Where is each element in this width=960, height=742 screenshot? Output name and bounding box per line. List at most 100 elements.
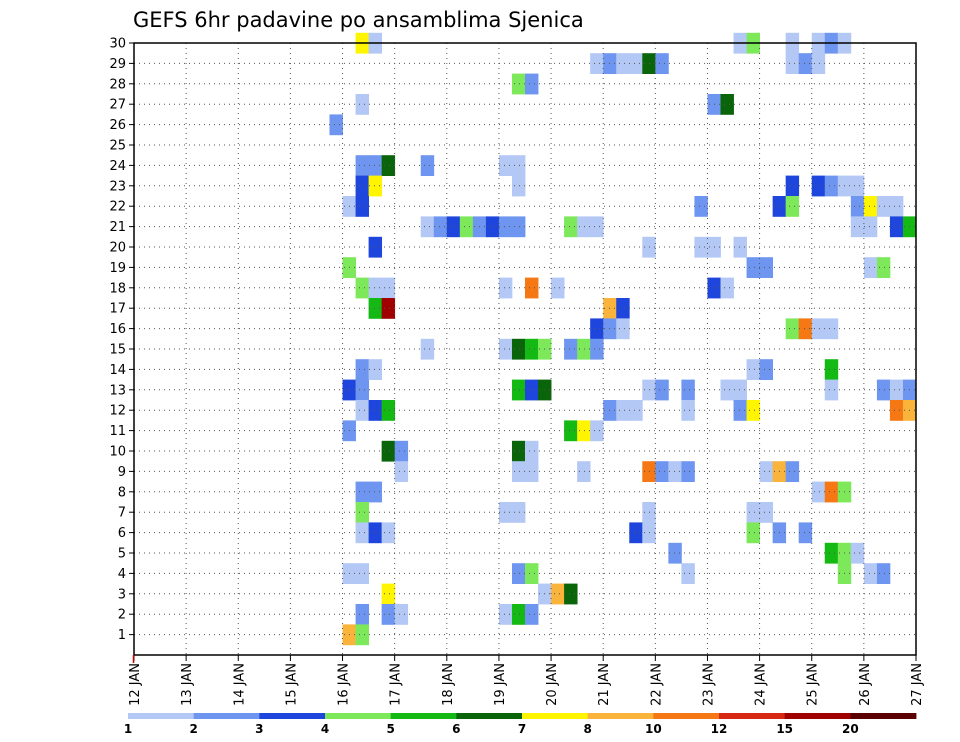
colorbar-swatch — [653, 713, 720, 719]
precip-cell — [759, 257, 774, 278]
precip-cell — [577, 216, 591, 238]
precip-cell — [525, 338, 539, 360]
precip-cell — [629, 522, 643, 544]
precip-cell — [616, 298, 630, 319]
precip-cell — [446, 216, 461, 238]
precip-cell — [889, 379, 904, 401]
y-axis: 1234567891011121314151617181920212223242… — [109, 37, 134, 643]
precip-cell — [564, 583, 578, 605]
precip-cell — [355, 359, 369, 380]
precip-cell — [368, 175, 383, 197]
colorbar-swatch — [719, 713, 786, 719]
precip-cell — [498, 502, 513, 523]
precip-cell — [525, 461, 539, 482]
x-tick-label: 20 JAN — [545, 663, 560, 706]
x-tick-label: 22 JAN — [649, 663, 664, 706]
colorbar-swatch — [193, 713, 260, 719]
precip-cell — [876, 563, 891, 584]
precip-cell — [824, 359, 839, 380]
precip-cell — [381, 298, 396, 319]
colorbar-swatch — [850, 713, 917, 719]
y-tick-label: 26 — [109, 118, 126, 133]
precip-cell — [381, 522, 396, 544]
precip-cell — [850, 196, 865, 217]
x-tick-label: 14 JAN — [232, 663, 247, 706]
precip-cell — [577, 338, 591, 360]
precip-cell — [355, 522, 369, 544]
y-tick-label: 9 — [118, 465, 126, 480]
precip-cell — [811, 53, 826, 74]
precip-cell — [863, 257, 878, 278]
precip-cell — [681, 400, 695, 421]
colorbar-swatch — [456, 713, 523, 719]
precip-cell — [511, 461, 526, 482]
precip-cell — [381, 604, 396, 625]
precip-cell — [759, 461, 774, 482]
precip-cell — [824, 542, 839, 564]
precip-cell — [863, 196, 878, 217]
precip-cell — [381, 277, 396, 299]
y-tick-label: 13 — [109, 383, 126, 398]
precip-cell — [355, 94, 369, 115]
precip-cell — [551, 277, 565, 299]
precip-cell — [368, 298, 383, 319]
precip-cell — [720, 379, 734, 401]
precip-cell — [525, 604, 539, 625]
precip-cell — [381, 400, 396, 421]
precip-cell — [876, 196, 891, 217]
colorbar-label: 3 — [255, 722, 263, 736]
precip-cell — [355, 400, 369, 421]
x-tick-label: 15 JAN — [284, 663, 299, 706]
precip-cell — [798, 53, 813, 74]
precip-cell — [368, 481, 383, 503]
precip-cell — [655, 379, 669, 401]
colorbar-label: 7 — [518, 722, 526, 736]
precip-cell — [889, 196, 904, 217]
precip-cell — [368, 400, 383, 421]
x-tick-label: 13 JAN — [180, 663, 195, 706]
y-tick-label: 3 — [118, 587, 126, 602]
x-tick-label: 19 JAN — [493, 663, 508, 706]
precip-cell — [355, 155, 369, 176]
precip-cell — [824, 481, 839, 503]
precip-cell — [511, 73, 526, 95]
precip-cell — [498, 277, 513, 299]
precip-cell — [525, 73, 539, 95]
precip-cell — [511, 604, 526, 625]
precip-cell — [525, 563, 539, 584]
precip-cell — [733, 400, 747, 421]
precip-cell — [746, 400, 760, 421]
precip-cell — [655, 53, 669, 74]
precip-cell — [746, 522, 760, 544]
precip-cell — [368, 277, 383, 299]
y-tick-label: 5 — [118, 547, 126, 562]
precip-cell — [668, 542, 682, 564]
y-tick-label: 24 — [109, 159, 126, 174]
x-tick-label: 27 JAN — [910, 663, 925, 706]
precip-cell — [433, 216, 448, 238]
y-tick-label: 18 — [109, 281, 126, 296]
precip-cell — [850, 216, 865, 238]
precip-cell — [420, 216, 435, 238]
precip-cell — [355, 481, 369, 503]
precip-cell — [746, 502, 760, 523]
y-tick-label: 19 — [109, 261, 126, 276]
colorbar-label: 2 — [189, 722, 197, 736]
precip-cell — [511, 338, 526, 360]
precip-cell — [811, 481, 826, 503]
x-tick-label: 12 JAN — [128, 663, 143, 706]
y-tick-label: 29 — [109, 57, 126, 72]
precip-cell — [720, 94, 734, 115]
precip-cell — [564, 420, 578, 442]
precip-cell — [889, 216, 904, 238]
precip-cell — [785, 175, 800, 197]
y-tick-label: 14 — [109, 363, 126, 378]
y-tick-label: 30 — [109, 37, 126, 52]
y-tick-label: 11 — [109, 424, 126, 439]
y-tick-label: 15 — [109, 343, 126, 358]
precip-cell — [511, 440, 526, 462]
precip-cell — [824, 379, 839, 401]
precip-cell — [511, 379, 526, 401]
precip-cell — [511, 563, 526, 584]
colorbar-swatch — [259, 713, 326, 719]
